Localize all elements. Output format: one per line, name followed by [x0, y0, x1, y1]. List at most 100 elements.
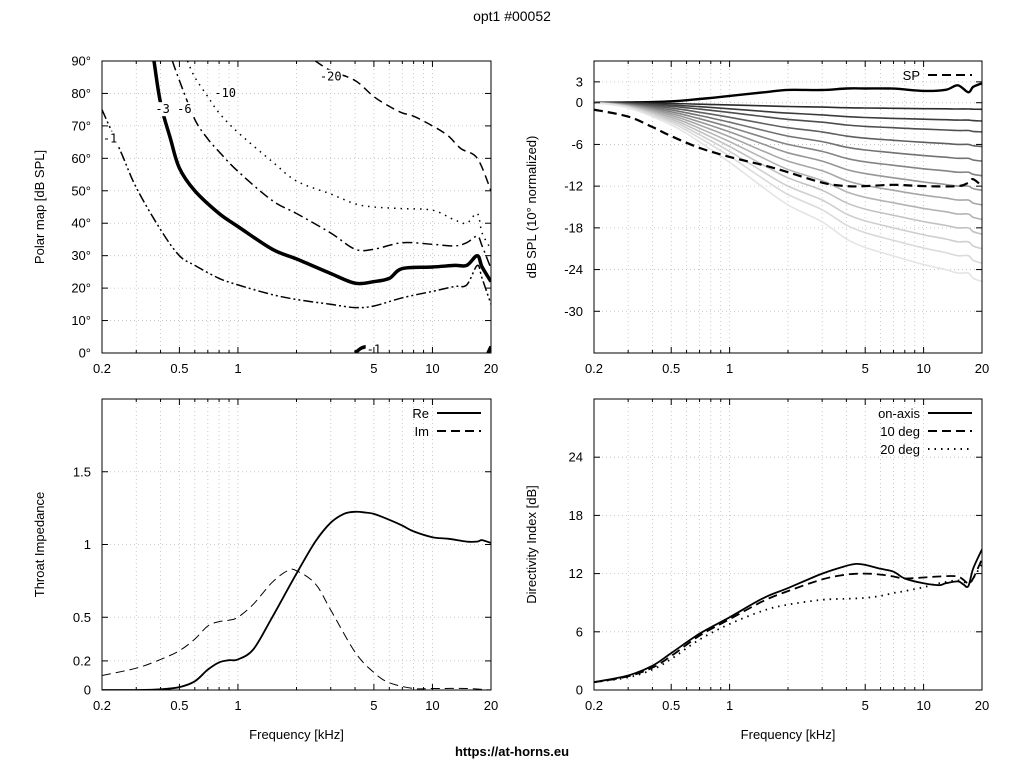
ticks: [101, 60, 492, 354]
y-tick-label: -30: [564, 304, 583, 319]
x-tick-label: 10: [425, 698, 439, 713]
legend-label: Re: [412, 406, 429, 421]
contour-label-bg: [176, 102, 193, 117]
legend-label: 10 deg: [880, 424, 920, 439]
y-tick-label: 0: [576, 95, 583, 110]
series-line--1-0: [102, 109, 491, 309]
grid: [594, 399, 982, 690]
y-tick-label: 40°: [71, 216, 91, 231]
y-axis-label: Polar map [dB SPL]: [32, 150, 47, 264]
y-tick-label: 0.5: [73, 610, 91, 625]
contour-label-bg: [213, 85, 238, 100]
y-tick-label: 90°: [71, 54, 91, 69]
plot-frame: [101, 398, 492, 691]
y-axis-label: Throat Impedance: [32, 492, 47, 598]
x-tick-label: 1: [234, 698, 241, 713]
contour-label-bg: [101, 131, 119, 146]
y-tick-label: -12: [564, 179, 583, 194]
series-line-20-deg-2: [594, 563, 982, 684]
y-tick-label: 6: [576, 624, 583, 639]
grid: [102, 61, 491, 353]
x-tick-label: 20: [975, 698, 989, 713]
x-tick-label: 0.2: [93, 698, 111, 713]
x-axis-label: Frequency [kHz]: [249, 727, 344, 742]
y-tick-label: 0: [84, 683, 91, 698]
x-tick-label: 20: [975, 361, 989, 376]
y-tick-label: 24: [569, 450, 583, 465]
contour-label: -1: [103, 131, 117, 145]
series-line-im-1: [102, 568, 491, 690]
ticks: [593, 399, 983, 691]
y-tick-label: 0: [576, 683, 583, 698]
series-line-angle-13: [594, 101, 982, 265]
legend-label: Im: [415, 424, 429, 439]
y-tick-label: -6: [571, 137, 583, 152]
y-tick-label: 0°: [79, 346, 91, 361]
contour-label-bg: [318, 69, 343, 84]
legend-label: on-axis: [878, 406, 920, 421]
x-tick-label: 10: [916, 361, 930, 376]
y-tick-label: 60°: [71, 151, 91, 166]
series-line-angle-14: [594, 101, 982, 283]
legend-label: SP: [903, 68, 920, 83]
contour-label: -3: [155, 102, 169, 116]
y-tick-label: 1.5: [73, 464, 91, 479]
series-line--6-2: [171, 61, 491, 269]
series-line--20-4: [314, 61, 491, 192]
x-tick-label: 0.5: [662, 361, 680, 376]
series-line-angle-9: [594, 101, 982, 206]
y-axis-label: dB SPL (10° normalized): [524, 136, 539, 279]
x-tick-label: 20: [484, 361, 498, 376]
y-axis-label: Directivity Index [dB]: [524, 485, 539, 604]
y-tick-label: -18: [564, 220, 583, 235]
y-tick-label: 12: [569, 566, 583, 581]
legend: Re Im: [412, 406, 481, 439]
grid: [102, 399, 491, 690]
x-axis-label: Frequency [kHz]: [741, 727, 836, 742]
series-line--1-5: [353, 344, 368, 353]
series-line--3-1: [152, 61, 491, 286]
y-tick-label: 10°: [71, 313, 91, 328]
plot-area: [594, 549, 982, 684]
series-line-angle-2: [594, 101, 982, 111]
y-tick-label: 50°: [71, 183, 91, 198]
series-line-angle-7: [594, 101, 982, 177]
footer-url: https://at-horns.eu: [454, 744, 570, 759]
y-tick-label: 30°: [71, 248, 91, 263]
ticks: [101, 399, 492, 691]
x-tick-label: 5: [862, 698, 869, 713]
x-tick-label: 0.2: [585, 361, 603, 376]
x-tick-label: 1: [726, 698, 733, 713]
series-line-on-axis-0: [594, 549, 982, 684]
x-tick-label: 1: [726, 361, 733, 376]
series-line-angle-10: [594, 101, 982, 221]
legend: on-axis 10 deg 20 deg: [878, 406, 972, 457]
x-tick-label: 20: [484, 698, 498, 713]
legend-label: 20 deg: [880, 442, 920, 457]
y-tick-label: 70°: [71, 118, 91, 133]
x-tick-label: 0.5: [170, 698, 188, 713]
polar-map-chart: -1-3 -6-10-20-10.2 0.5 1 5 10 200°10°20°30°40°…: [32, 54, 498, 377]
series-line-angle-1: [594, 82, 982, 104]
y-tick-label: 18: [569, 508, 583, 523]
plot-frame: [593, 398, 983, 691]
x-tick-label: 10: [916, 698, 930, 713]
contour-label: -20: [320, 70, 342, 84]
series-line-angle-3: [594, 101, 982, 122]
x-tick-label: 5: [862, 361, 869, 376]
x-tick-label: 0.2: [93, 361, 111, 376]
series-line-angle-5: [594, 101, 982, 148]
series-line-angle-11: [594, 101, 982, 235]
plot-area: [594, 82, 982, 283]
legend: SP: [903, 68, 972, 83]
page-title: opt1 #00052: [473, 8, 551, 24]
series-line-angle-6: [594, 101, 982, 162]
series-line-sp-0: [594, 108, 982, 188]
contour-label: -6: [177, 102, 191, 116]
series-line-re-0: [102, 510, 491, 690]
y-tick-label: -24: [564, 262, 583, 277]
x-tick-label: 5: [370, 698, 377, 713]
